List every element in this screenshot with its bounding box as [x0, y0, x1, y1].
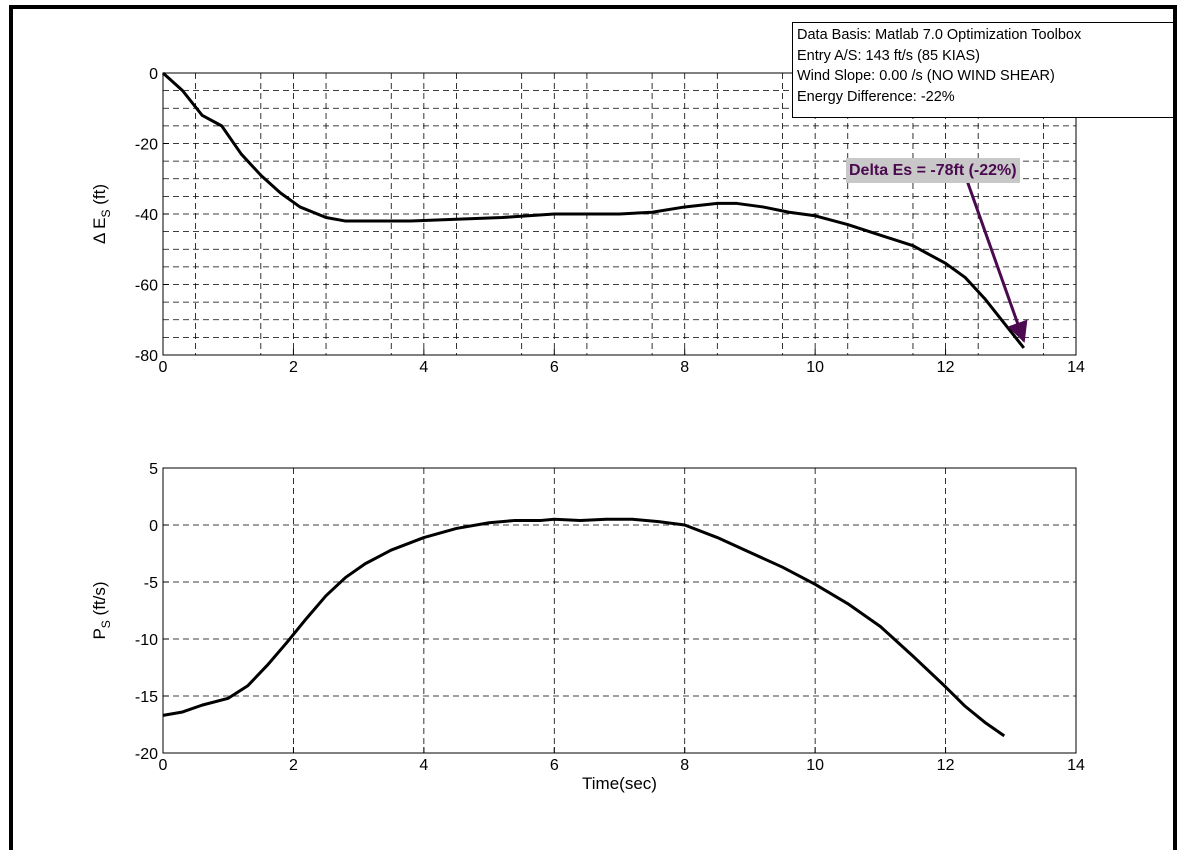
chart2-x-tick-label: 8 — [680, 757, 689, 774]
chart2-axes-box — [162, 467, 1077, 754]
chart2-x-tick-label: 4 — [419, 757, 428, 774]
chart1-x-tick-label: 6 — [550, 359, 559, 376]
chart1-x-tick-label: 12 — [937, 359, 955, 376]
figure-frame — [9, 5, 1177, 850]
chart1-x-tick-label: 14 — [1067, 359, 1085, 376]
chart1-y-tick-label: 0 — [149, 66, 158, 83]
chart1-x-tick-label: 4 — [419, 359, 428, 376]
chart1-annotation-arrow — [963, 174, 1028, 343]
chart1-y-tick-label: -80 — [135, 348, 158, 365]
chart1-y-tick-label: -20 — [135, 137, 158, 154]
chart2-x-axis-label: Time(sec) — [582, 774, 657, 793]
chart1-series-line — [161, 71, 1026, 349]
chart1-x-tick-label: 2 — [289, 359, 298, 376]
chart2-y-tick-label: -20 — [135, 746, 158, 763]
chart2-series-line — [162, 517, 1006, 738]
info-line-entry-airspeed: Entry A/S: 143 ft/s (85 KIAS) — [797, 47, 980, 64]
info-line-wind-slope: Wind Slope: 0.00 /s (NO WIND SHEAR) — [797, 68, 1055, 84]
chart2-x-tick-label: 12 — [937, 757, 955, 774]
info-line-energy-difference: Energy Difference: -22% — [797, 88, 955, 105]
chart2-x-tick-label: 6 — [550, 757, 559, 774]
chart2-x-tick-label: 0 — [159, 757, 168, 774]
chart2-x-tick-label: 14 — [1067, 757, 1085, 774]
chart1-x-tick-label: 8 — [680, 359, 689, 376]
chart2-y-tick-label: -10 — [135, 632, 158, 649]
chart2-y-tick-label: 0 — [149, 518, 158, 535]
info-line-data-basis: Data Basis: Matlab 7.0 Optimization Tool… — [797, 27, 1082, 43]
chart1-x-tick-label: 10 — [806, 359, 824, 376]
chart2-y-tick-label: 5 — [149, 461, 158, 478]
delta-es-annotation: Delta Es = -78ft (-22%) — [846, 158, 1020, 183]
chart1-y-tick-label: -40 — [135, 207, 158, 224]
info-legend-box: Data Basis: Matlab 7.0 Optimization Tool… — [792, 22, 1174, 118]
chart1-y-tick-label: -60 — [135, 278, 158, 295]
chart1-y-axis-label: Δ ES (ft) — [90, 184, 113, 244]
chart2-y-tick-label: -5 — [144, 575, 158, 592]
chart2-x-tick-label: 2 — [289, 757, 298, 774]
chart2-y-axis-label: PS (ft/s) — [90, 581, 113, 639]
chart2-y-tick-label: -15 — [135, 689, 158, 706]
chart1-x-tick-label: 0 — [159, 359, 168, 376]
chart2-x-tick-label: 10 — [806, 757, 824, 774]
